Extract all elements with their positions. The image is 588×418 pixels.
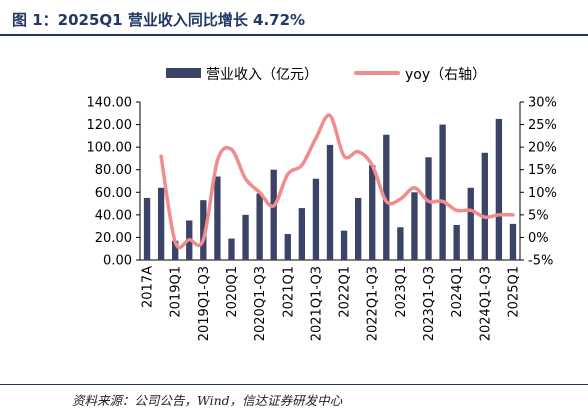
bar [354, 197, 362, 260]
bar [481, 152, 488, 260]
bar [270, 169, 277, 260]
x-tick-label: 2021Q1 [281, 266, 296, 318]
left-axis-tick-label: 80.00 [95, 163, 132, 178]
x-tick-label: 2017A [141, 266, 156, 308]
x-tick-label: 2025Q1 [506, 266, 521, 318]
left-axis-tick-label: 60.00 [95, 186, 132, 201]
right-axis-tick-label: 25% [528, 118, 557, 133]
bar [411, 192, 418, 260]
x-tick-label: 2020Q1 [225, 266, 240, 318]
x-tick-label: 2024Q1 [450, 266, 465, 318]
right-axis-tick-label: -5% [528, 254, 553, 269]
bar [312, 178, 320, 260]
left-axis-tick-label: 40.00 [95, 208, 132, 223]
bar [495, 118, 503, 260]
bar [298, 208, 306, 260]
bar [369, 165, 376, 260]
figure-title: 图 1：2025Q1 营业收入同比增长 4.72% [12, 11, 306, 29]
bar [467, 187, 474, 260]
x-tick-label: 2022Q1 [338, 266, 353, 318]
x-tick-label: 2022Q1-Q3 [366, 266, 381, 341]
x-tick-label: 2020Q1-Q3 [253, 266, 268, 341]
bar [439, 124, 446, 260]
bar [326, 144, 334, 260]
bar [157, 187, 165, 260]
right-axis-tick-label: 10% [528, 186, 557, 201]
figure-title-bar: 图 1：2025Q1 营业收入同比增长 4.72% [0, 0, 588, 34]
left-axis-tick-label: 0.00 [103, 254, 132, 269]
right-axis-tick-label: 30% [528, 96, 557, 111]
x-tick-label: 2023Q1 [394, 266, 409, 318]
bar [397, 227, 404, 260]
left-axis-tick-label: 120.00 [87, 118, 133, 133]
right-axis-tick-label: 20% [528, 141, 557, 156]
legend-bar-label: 营业收入（亿元） [206, 67, 318, 83]
x-tick-label: 2021Q1-Q3 [309, 266, 324, 341]
bar [200, 200, 207, 260]
left-axis-tick-label: 100.00 [87, 141, 133, 156]
bar [172, 240, 179, 260]
source-note: 资料来源：公司公告，Wind，信达证券研发中心 [72, 393, 343, 408]
bar [242, 214, 249, 260]
bar [509, 223, 517, 260]
right-axis-tick-label: 5% [528, 208, 549, 223]
bar [425, 157, 432, 260]
left-axis-tick-label: 140.00 [87, 96, 133, 111]
bar [453, 225, 460, 260]
chart: 营业收入（亿元） yoy（右轴） 0.00 20.00 40.00 60.00 80.00 1… [87, 67, 557, 341]
bar [340, 230, 348, 260]
x-tick-label: 2019Q1 [169, 266, 184, 318]
bar [143, 197, 151, 260]
bar [284, 234, 291, 260]
bar [214, 176, 221, 260]
yoy-line [159, 113, 515, 250]
x-tick-label: 2023Q1-Q3 [422, 266, 437, 341]
bar [228, 238, 235, 260]
title-divider [0, 34, 588, 36]
source-divider [0, 384, 588, 385]
right-axis-tick-label: 15% [528, 163, 557, 178]
x-tick-label: 2024Q1-Q3 [478, 266, 493, 341]
left-axis-tick-label: 20.00 [95, 231, 132, 246]
legend-bar-swatch [166, 68, 201, 78]
bar [256, 193, 263, 260]
legend-line-label: yoy（右轴） [405, 67, 486, 83]
x-tick-label: 2019Q1-Q3 [197, 266, 212, 341]
bar [383, 134, 390, 260]
right-axis-tick-label: 0% [528, 231, 549, 246]
